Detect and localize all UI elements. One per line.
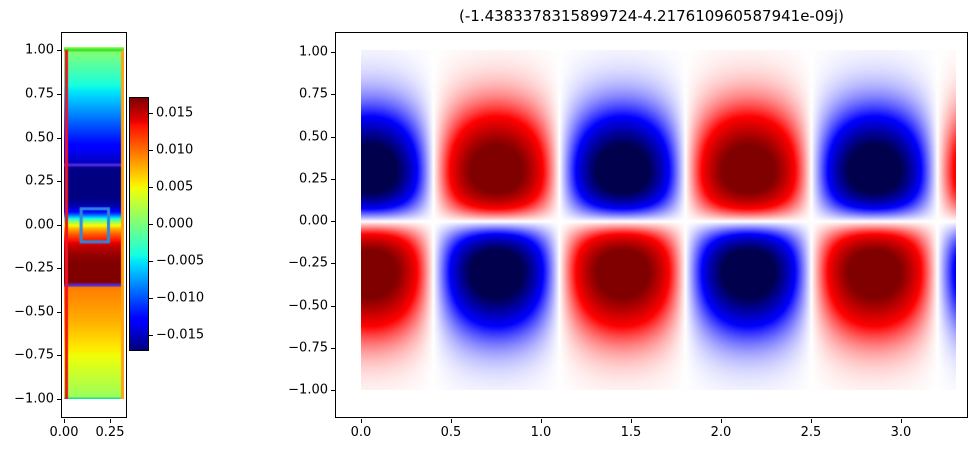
colorbar-tick-mark (149, 335, 153, 336)
colorbar-canvas (130, 98, 148, 350)
y-tick-label: −0.50 (14, 304, 54, 320)
x-tick-label: 0.5 (440, 425, 462, 440)
colorbar-tick-label: 0.000 (156, 216, 194, 232)
y-tick-label: 0.50 (299, 129, 328, 144)
x-tick-label: 2.0 (710, 425, 732, 440)
colorbar-tick-label: −0.015 (156, 327, 205, 343)
y-tick-mark (57, 181, 61, 182)
x-tick-mark (901, 419, 902, 423)
y-tick-mark (331, 263, 335, 264)
left-heatmap-canvas (64, 47, 124, 399)
y-tick-mark (331, 221, 335, 222)
y-tick-mark (57, 94, 61, 95)
y-tick-mark (57, 399, 61, 400)
colorbar-tick-label: 0.010 (156, 142, 194, 158)
y-tick-label: 0.25 (25, 173, 54, 189)
x-tick-mark (541, 419, 542, 423)
colorbar-tick-label: 0.005 (156, 179, 194, 195)
y-tick-mark (57, 225, 61, 226)
y-tick-label: 0.00 (25, 217, 54, 233)
y-tick-mark (331, 94, 335, 95)
y-tick-label: 0.75 (299, 86, 328, 102)
colorbar-tick-label: −0.010 (156, 290, 205, 306)
y-tick-label: 1.00 (299, 44, 328, 60)
colorbar-tick-mark (149, 187, 153, 188)
y-tick-label: −0.25 (14, 260, 54, 276)
colorbar-tick-label: 0.015 (156, 105, 194, 121)
y-tick-mark (57, 268, 61, 269)
y-tick-label: 0.00 (299, 213, 328, 229)
y-tick-label: −0.25 (288, 255, 328, 271)
y-tick-mark (57, 312, 61, 313)
colorbar-tick-mark (149, 150, 153, 151)
x-tick-mark (361, 419, 362, 423)
y-tick-mark (331, 348, 335, 349)
y-tick-mark (57, 50, 61, 51)
y-tick-label: −1.00 (14, 391, 54, 407)
y-tick-label: 0.50 (25, 130, 54, 146)
colorbar-tick-mark (149, 224, 153, 225)
x-tick-label: 0.0 (350, 425, 372, 440)
x-tick-mark (451, 419, 452, 423)
y-tick-label: −0.75 (14, 347, 54, 363)
y-tick-label: 0.75 (25, 86, 54, 102)
x-tick-label: 0.25 (95, 425, 125, 440)
y-tick-mark (331, 137, 335, 138)
x-tick-label: 2.5 (800, 425, 822, 440)
colorbar-tick-mark (149, 261, 153, 262)
y-tick-label: 1.00 (25, 42, 54, 58)
right-heatmap-canvas (361, 50, 956, 390)
x-tick-label: 1.0 (530, 425, 552, 440)
x-tick-mark (110, 419, 111, 423)
y-tick-mark (331, 179, 335, 180)
y-tick-mark (57, 138, 61, 139)
y-tick-mark (331, 52, 335, 53)
x-tick-mark (811, 419, 812, 423)
y-tick-label: −1.00 (288, 382, 328, 398)
x-tick-label: 0.00 (49, 425, 79, 440)
y-tick-mark (331, 390, 335, 391)
x-tick-label: 3.0 (890, 425, 912, 440)
colorbar-tick-mark (149, 298, 153, 299)
colorbar-tick-label: −0.005 (156, 253, 205, 269)
x-tick-mark (631, 419, 632, 423)
y-tick-label: −0.50 (288, 298, 328, 313)
colorbar-tick-mark (149, 113, 153, 114)
right-plot-title: (-1.4383378315899724-4.217610960587941e-… (459, 7, 844, 25)
x-tick-mark (64, 419, 65, 423)
y-tick-label: 0.25 (299, 171, 328, 187)
y-tick-mark (57, 355, 61, 356)
y-tick-mark (331, 306, 335, 307)
y-tick-label: −0.75 (288, 340, 328, 356)
x-tick-label: 1.5 (620, 425, 642, 440)
x-tick-mark (721, 419, 722, 423)
